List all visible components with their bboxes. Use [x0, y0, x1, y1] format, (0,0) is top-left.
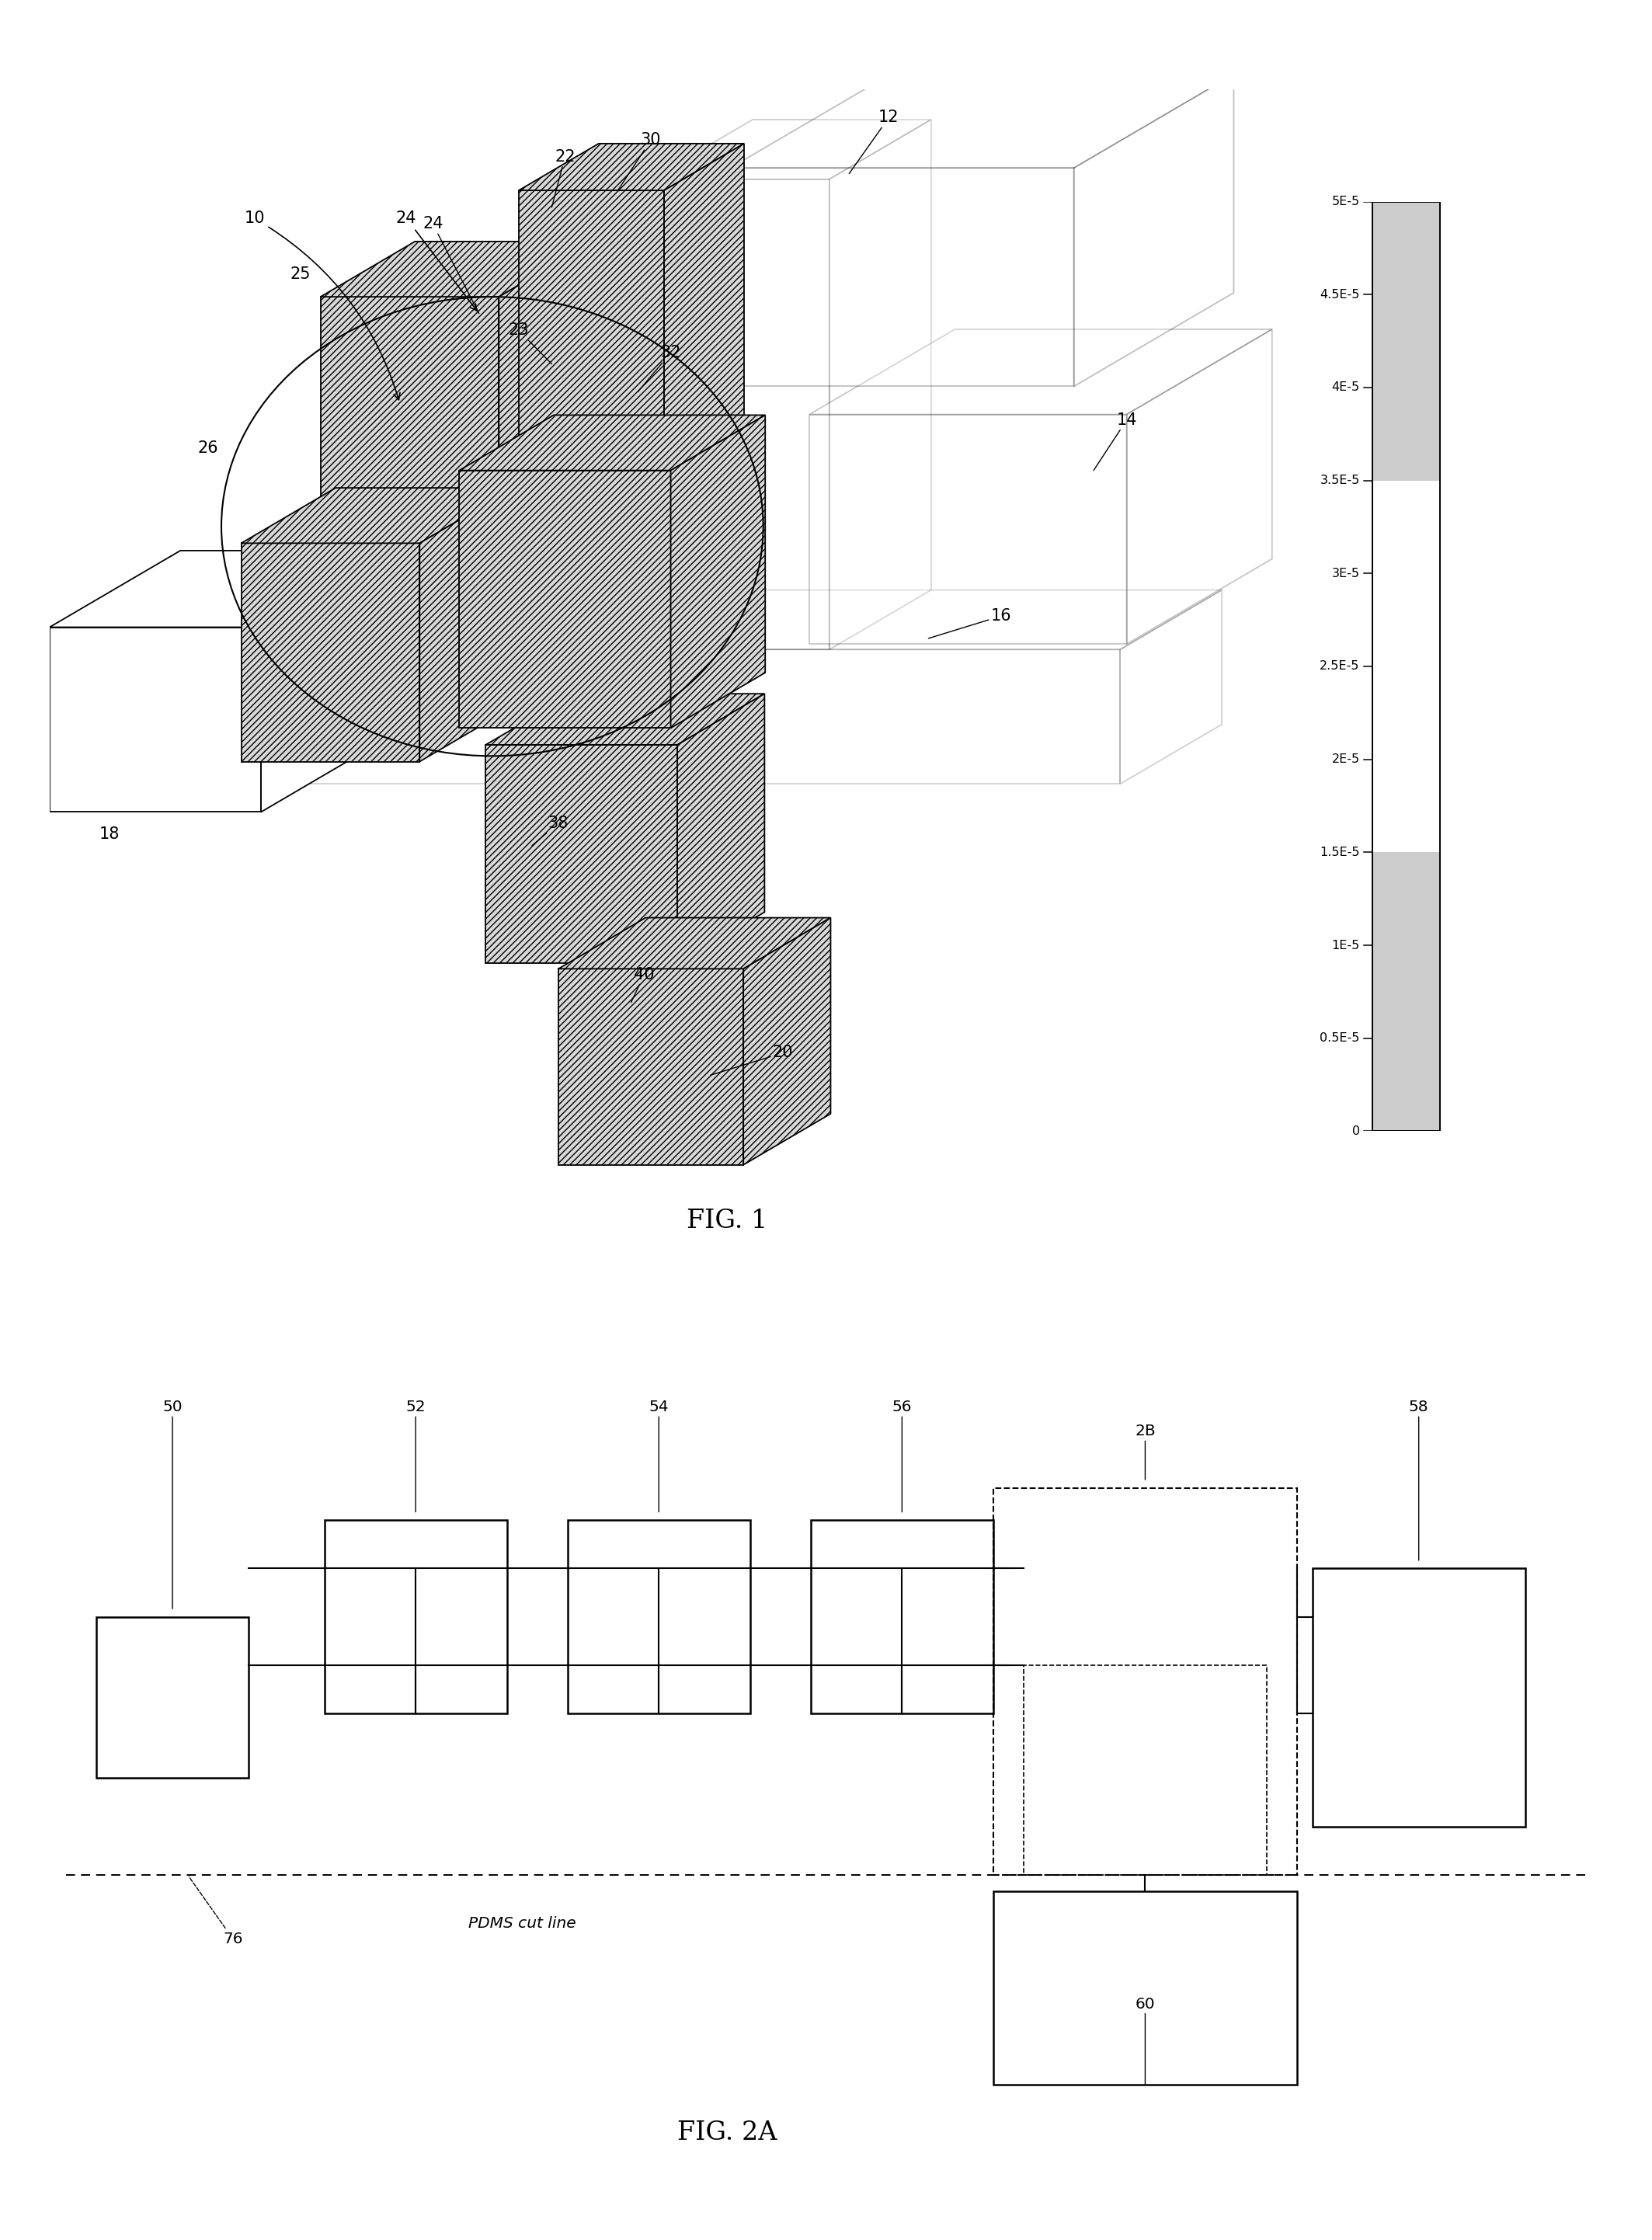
Text: 30: 30: [618, 132, 661, 190]
Text: 34: 34: [582, 502, 601, 531]
Bar: [993, 1891, 1297, 2085]
Polygon shape: [89, 650, 1120, 784]
Text: 20: 20: [710, 1046, 793, 1075]
Text: 76: 76: [188, 1877, 243, 1947]
Polygon shape: [809, 414, 1127, 645]
Text: 12: 12: [849, 110, 899, 175]
Text: 0: 0: [1351, 1124, 1360, 1138]
Text: 1.5E-5: 1.5E-5: [1320, 847, 1360, 858]
Text: 38: 38: [532, 815, 568, 844]
Polygon shape: [241, 542, 420, 762]
Text: 14: 14: [1094, 412, 1137, 470]
Text: 18: 18: [99, 827, 119, 842]
Text: 50: 50: [162, 1400, 182, 1608]
Text: 10: 10: [244, 211, 400, 399]
Text: FIG. 2A: FIG. 2A: [677, 2119, 776, 2146]
Polygon shape: [261, 551, 392, 813]
Polygon shape: [1074, 74, 1234, 385]
Text: 22: 22: [552, 150, 575, 208]
Text: 2.5E-5: 2.5E-5: [1320, 661, 1360, 672]
Text: 5E-5: 5E-5: [1332, 195, 1360, 208]
Text: 36: 36: [605, 580, 634, 609]
Polygon shape: [320, 242, 593, 298]
Text: 23: 23: [509, 323, 552, 363]
Text: 0.5E-5: 0.5E-5: [1320, 1033, 1360, 1044]
Text: 25: 25: [291, 267, 311, 282]
Bar: [1373, 202, 1441, 1131]
Text: 3.5E-5: 3.5E-5: [1320, 475, 1360, 486]
Text: 52: 52: [406, 1400, 426, 1512]
Polygon shape: [320, 298, 499, 531]
Polygon shape: [459, 470, 671, 728]
Text: 24: 24: [396, 211, 477, 311]
Text: 56: 56: [892, 1400, 912, 1512]
Polygon shape: [651, 119, 932, 179]
Polygon shape: [558, 968, 743, 1165]
Polygon shape: [664, 143, 743, 475]
Polygon shape: [677, 694, 765, 963]
Polygon shape: [519, 143, 743, 190]
Text: 16: 16: [928, 609, 1011, 638]
Bar: [96, 1617, 248, 1779]
Bar: [568, 1521, 750, 1714]
Bar: [811, 1521, 993, 1714]
Bar: [1373, 202, 1441, 482]
Polygon shape: [743, 918, 831, 1165]
Text: 3E-5: 3E-5: [1332, 567, 1360, 580]
Polygon shape: [671, 414, 765, 728]
Polygon shape: [651, 179, 829, 650]
Bar: [324, 1521, 507, 1714]
Text: 54: 54: [649, 1400, 669, 1512]
Polygon shape: [519, 190, 664, 475]
Polygon shape: [829, 119, 932, 650]
Bar: [1373, 202, 1441, 1131]
Text: 24: 24: [423, 217, 479, 314]
Polygon shape: [499, 242, 593, 531]
Polygon shape: [420, 488, 514, 762]
Text: 2B: 2B: [1135, 1425, 1155, 1481]
Text: 60: 60: [1135, 1996, 1155, 2085]
Polygon shape: [50, 551, 392, 627]
Polygon shape: [50, 627, 261, 813]
Polygon shape: [1120, 589, 1222, 784]
Text: 2E-5: 2E-5: [1332, 753, 1360, 766]
Text: PDMS cut line: PDMS cut line: [468, 1915, 577, 1931]
Polygon shape: [809, 329, 1272, 414]
Polygon shape: [486, 694, 765, 744]
Text: 1E-5: 1E-5: [1332, 939, 1360, 952]
Polygon shape: [459, 414, 765, 470]
Polygon shape: [486, 744, 677, 963]
Text: FIG. 1: FIG. 1: [686, 1207, 768, 1234]
Text: 4E-5: 4E-5: [1332, 381, 1360, 394]
Polygon shape: [241, 488, 514, 542]
Bar: [1024, 1664, 1267, 1875]
Polygon shape: [89, 589, 1222, 650]
Bar: [1373, 853, 1441, 1131]
Polygon shape: [558, 918, 831, 968]
Text: 58: 58: [1409, 1400, 1429, 1561]
Text: 40: 40: [631, 968, 654, 1004]
Polygon shape: [730, 168, 1074, 385]
Bar: [1312, 1568, 1525, 1826]
Polygon shape: [1127, 329, 1272, 645]
Polygon shape: [730, 74, 1234, 168]
Text: 4.5E-5: 4.5E-5: [1320, 289, 1360, 300]
Text: 32: 32: [638, 345, 681, 392]
Bar: [993, 1487, 1297, 1875]
Text: 26: 26: [198, 441, 218, 455]
